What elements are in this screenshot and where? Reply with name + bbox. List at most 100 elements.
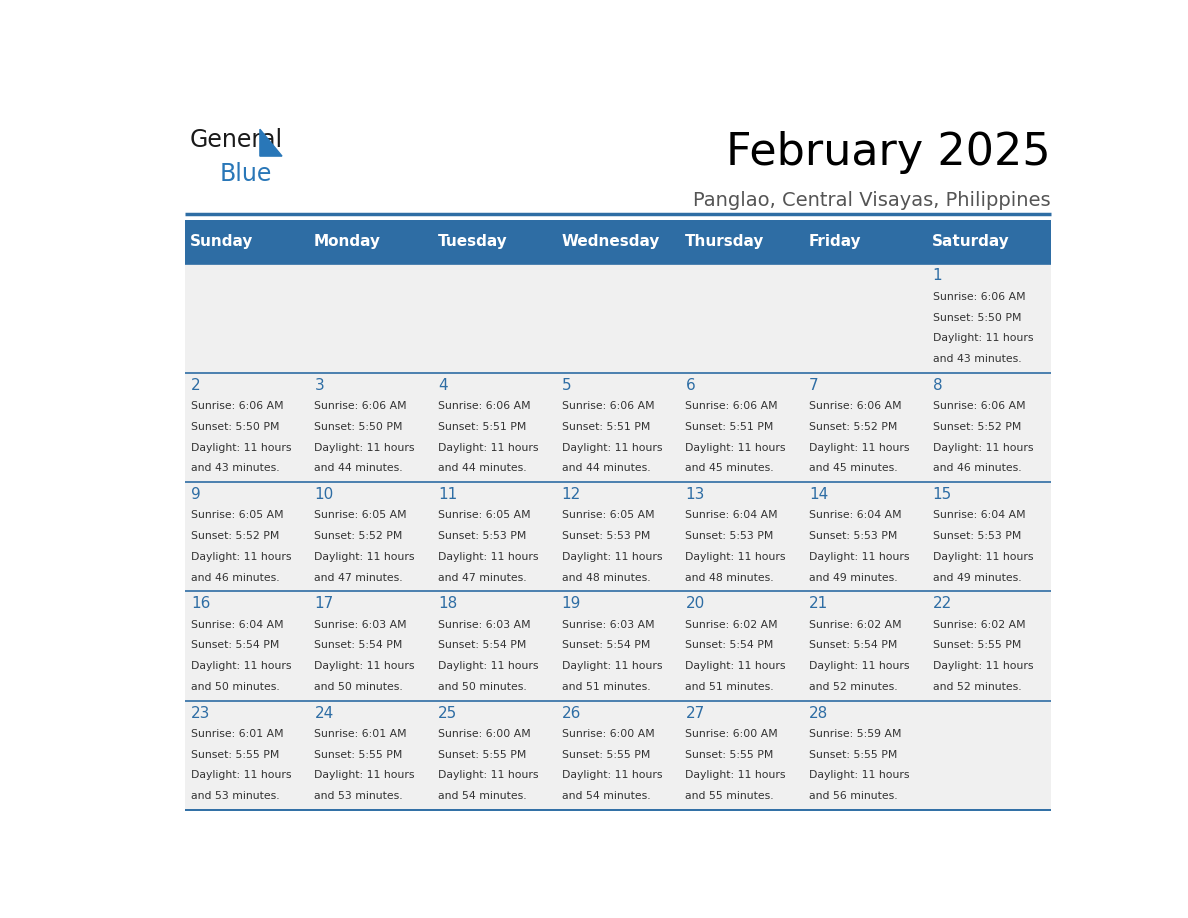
Text: Sunrise: 6:05 AM: Sunrise: 6:05 AM: [315, 510, 407, 521]
Text: and 49 minutes.: and 49 minutes.: [809, 573, 898, 583]
Text: and 46 minutes.: and 46 minutes.: [933, 464, 1022, 474]
Text: Daylight: 11 hours: Daylight: 11 hours: [438, 770, 538, 780]
Text: 9: 9: [191, 487, 201, 502]
Text: Sunset: 5:53 PM: Sunset: 5:53 PM: [809, 532, 897, 541]
FancyBboxPatch shape: [927, 482, 1051, 591]
Text: Sunrise: 6:00 AM: Sunrise: 6:00 AM: [438, 729, 531, 739]
FancyBboxPatch shape: [556, 591, 680, 700]
Text: Daylight: 11 hours: Daylight: 11 hours: [562, 770, 662, 780]
Text: Sunrise: 6:01 AM: Sunrise: 6:01 AM: [191, 729, 284, 739]
Text: 1: 1: [933, 268, 942, 284]
Text: Sunrise: 6:04 AM: Sunrise: 6:04 AM: [809, 510, 902, 521]
Text: and 50 minutes.: and 50 minutes.: [315, 682, 403, 692]
FancyBboxPatch shape: [556, 263, 680, 373]
Text: Sunrise: 6:00 AM: Sunrise: 6:00 AM: [685, 729, 778, 739]
Text: Daylight: 11 hours: Daylight: 11 hours: [562, 661, 662, 671]
Text: Daylight: 11 hours: Daylight: 11 hours: [438, 661, 538, 671]
Text: Sunrise: 6:06 AM: Sunrise: 6:06 AM: [315, 401, 407, 411]
Text: and 50 minutes.: and 50 minutes.: [438, 682, 526, 692]
Text: Daylight: 11 hours: Daylight: 11 hours: [933, 442, 1034, 453]
Text: and 53 minutes.: and 53 minutes.: [191, 791, 279, 801]
Text: and 47 minutes.: and 47 minutes.: [315, 573, 403, 583]
Text: Sunset: 5:51 PM: Sunset: 5:51 PM: [438, 422, 526, 431]
Text: Sunset: 5:55 PM: Sunset: 5:55 PM: [191, 750, 279, 760]
FancyBboxPatch shape: [185, 219, 1051, 263]
Text: Sunrise: 6:01 AM: Sunrise: 6:01 AM: [315, 729, 407, 739]
Text: Sunset: 5:55 PM: Sunset: 5:55 PM: [315, 750, 403, 760]
FancyBboxPatch shape: [556, 373, 680, 482]
Text: 5: 5: [562, 378, 571, 393]
Text: Tuesday: Tuesday: [437, 234, 507, 249]
Text: 18: 18: [438, 597, 457, 611]
Text: Sunset: 5:54 PM: Sunset: 5:54 PM: [809, 641, 897, 651]
Text: 28: 28: [809, 706, 828, 721]
Text: and 55 minutes.: and 55 minutes.: [685, 791, 775, 801]
Text: and 44 minutes.: and 44 minutes.: [438, 464, 526, 474]
Text: Sunset: 5:54 PM: Sunset: 5:54 PM: [562, 641, 650, 651]
Text: Daylight: 11 hours: Daylight: 11 hours: [315, 661, 415, 671]
Text: 10: 10: [315, 487, 334, 502]
Text: Daylight: 11 hours: Daylight: 11 hours: [809, 661, 910, 671]
Text: Sunrise: 6:06 AM: Sunrise: 6:06 AM: [809, 401, 902, 411]
Text: Daylight: 11 hours: Daylight: 11 hours: [191, 442, 291, 453]
Text: Sunrise: 6:02 AM: Sunrise: 6:02 AM: [809, 620, 902, 630]
FancyBboxPatch shape: [185, 373, 309, 482]
Text: Wednesday: Wednesday: [561, 234, 659, 249]
Text: and 43 minutes.: and 43 minutes.: [191, 464, 279, 474]
Text: Sunrise: 6:04 AM: Sunrise: 6:04 AM: [191, 620, 284, 630]
Text: Friday: Friday: [809, 234, 861, 249]
Text: 8: 8: [933, 378, 942, 393]
Text: Sunrise: 6:00 AM: Sunrise: 6:00 AM: [562, 729, 655, 739]
Text: 13: 13: [685, 487, 704, 502]
Text: Daylight: 11 hours: Daylight: 11 hours: [933, 661, 1034, 671]
Text: 20: 20: [685, 597, 704, 611]
Text: 24: 24: [315, 706, 334, 721]
FancyBboxPatch shape: [680, 700, 803, 810]
Text: Sunset: 5:55 PM: Sunset: 5:55 PM: [438, 750, 526, 760]
Text: Daylight: 11 hours: Daylight: 11 hours: [685, 661, 786, 671]
Text: and 44 minutes.: and 44 minutes.: [562, 464, 650, 474]
Text: Daylight: 11 hours: Daylight: 11 hours: [191, 770, 291, 780]
FancyBboxPatch shape: [680, 373, 803, 482]
Text: Sunrise: 6:04 AM: Sunrise: 6:04 AM: [933, 510, 1025, 521]
Text: Daylight: 11 hours: Daylight: 11 hours: [562, 552, 662, 562]
Text: Sunset: 5:55 PM: Sunset: 5:55 PM: [685, 750, 773, 760]
Text: Sunrise: 6:06 AM: Sunrise: 6:06 AM: [562, 401, 655, 411]
FancyBboxPatch shape: [927, 591, 1051, 700]
Text: Sunrise: 6:06 AM: Sunrise: 6:06 AM: [438, 401, 531, 411]
FancyBboxPatch shape: [185, 482, 309, 591]
Text: Sunset: 5:50 PM: Sunset: 5:50 PM: [191, 422, 279, 431]
Text: and 49 minutes.: and 49 minutes.: [933, 573, 1022, 583]
Text: 25: 25: [438, 706, 457, 721]
FancyBboxPatch shape: [680, 482, 803, 591]
Polygon shape: [260, 129, 282, 156]
Text: Panglao, Central Visayas, Philippines: Panglao, Central Visayas, Philippines: [693, 192, 1051, 210]
Text: Sunset: 5:53 PM: Sunset: 5:53 PM: [685, 532, 773, 541]
FancyBboxPatch shape: [803, 373, 927, 482]
Text: and 51 minutes.: and 51 minutes.: [685, 682, 775, 692]
Text: Sunrise: 6:03 AM: Sunrise: 6:03 AM: [438, 620, 531, 630]
Text: and 44 minutes.: and 44 minutes.: [315, 464, 403, 474]
Text: and 46 minutes.: and 46 minutes.: [191, 573, 279, 583]
Text: Sunset: 5:54 PM: Sunset: 5:54 PM: [685, 641, 773, 651]
Text: 22: 22: [933, 597, 952, 611]
Text: and 43 minutes.: and 43 minutes.: [933, 354, 1022, 364]
Text: and 48 minutes.: and 48 minutes.: [685, 573, 775, 583]
Text: Sunrise: 6:06 AM: Sunrise: 6:06 AM: [191, 401, 284, 411]
Text: Sunrise: 6:03 AM: Sunrise: 6:03 AM: [315, 620, 407, 630]
Text: Sunrise: 6:06 AM: Sunrise: 6:06 AM: [933, 401, 1025, 411]
Text: 7: 7: [809, 378, 819, 393]
FancyBboxPatch shape: [432, 482, 556, 591]
Text: Sunset: 5:55 PM: Sunset: 5:55 PM: [809, 750, 897, 760]
Text: 15: 15: [933, 487, 952, 502]
FancyBboxPatch shape: [309, 373, 432, 482]
Text: and 54 minutes.: and 54 minutes.: [562, 791, 650, 801]
FancyBboxPatch shape: [309, 482, 432, 591]
Text: Daylight: 11 hours: Daylight: 11 hours: [191, 552, 291, 562]
Text: Sunset: 5:52 PM: Sunset: 5:52 PM: [809, 422, 897, 431]
Text: Sunset: 5:50 PM: Sunset: 5:50 PM: [933, 313, 1022, 322]
Text: 21: 21: [809, 597, 828, 611]
Text: and 52 minutes.: and 52 minutes.: [933, 682, 1022, 692]
Text: and 50 minutes.: and 50 minutes.: [191, 682, 279, 692]
FancyBboxPatch shape: [432, 591, 556, 700]
